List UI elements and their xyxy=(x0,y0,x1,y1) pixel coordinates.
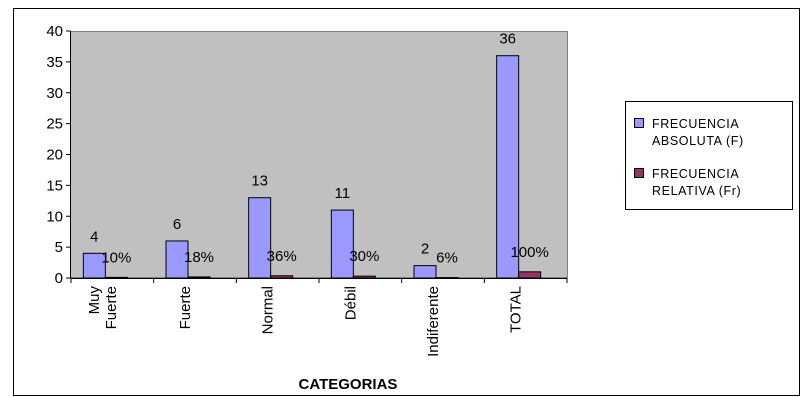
data-label-absoluta: 4 xyxy=(90,228,98,245)
y-tick-label: 35 xyxy=(46,54,63,71)
category-label-line: Débil xyxy=(342,286,359,320)
category-label-line: Indiferente xyxy=(425,286,442,357)
data-labels: 410% 618% 13 36% 11 30% 2 6% 36 100% xyxy=(90,31,549,267)
y-tick-label: 40 xyxy=(46,23,63,40)
legend-swatch xyxy=(634,168,644,178)
bar-frecuencia-relativa xyxy=(518,271,542,279)
data-label-absoluta: 11 xyxy=(335,185,351,202)
category-label: TOTAL xyxy=(508,286,525,333)
category-label: Muy Fuerte xyxy=(86,286,120,330)
data-label-absoluta: 2 xyxy=(421,241,429,258)
bar-frecuencia-relativa xyxy=(352,275,376,279)
legend: FRECUENCIA ABSOLUTA (F) FRECUENCIA RELATIVA… xyxy=(625,101,793,210)
category-label-line: Fuerte xyxy=(177,286,194,329)
y-tick-label: 10 xyxy=(46,208,63,225)
category-label-line: TOTAL xyxy=(508,286,525,333)
y-tick-label: 0 xyxy=(55,270,63,287)
category-label: Fuerte xyxy=(177,286,194,329)
data-label-absoluta: 36 xyxy=(499,31,516,48)
legend-label: FRECUENCIA xyxy=(652,117,739,131)
data-label-relativa: 100% xyxy=(510,244,548,261)
plot-area xyxy=(70,31,568,278)
category-label: Normal xyxy=(260,286,277,334)
category-label: Débil xyxy=(342,286,359,320)
legend-swatch xyxy=(634,118,644,128)
y-tick-label: 30 xyxy=(46,85,63,102)
y-tick-label: 5 xyxy=(55,239,63,256)
data-label-relativa: 6% xyxy=(436,250,458,267)
legend-label: RELATIVA (Fr) xyxy=(652,184,741,198)
x-axis: Muy Fuerte Fuerte Normal Débil Indiferente TOT… xyxy=(70,278,568,357)
bar-frecuencia-relativa xyxy=(270,275,294,279)
legend-label: ABSOLUTA (F) xyxy=(652,134,744,148)
category-label: Indiferente xyxy=(425,286,442,357)
bar-frecuencia-relativa xyxy=(104,276,128,279)
y-tick-label: 15 xyxy=(46,177,63,194)
legend-label: FRECUENCIA xyxy=(652,167,739,181)
x-axis-title: CATEGORIAS xyxy=(299,376,398,393)
data-label-relativa: 30% xyxy=(349,248,379,265)
legend-box xyxy=(625,101,793,210)
category-label-line: Fuerte xyxy=(103,286,120,329)
y-tick-label: 20 xyxy=(46,147,63,164)
category-label-line: Normal xyxy=(260,286,277,334)
y-tick-label: 25 xyxy=(46,116,63,133)
y-axis: 0 5 10 15 20 25 30 35 40 xyxy=(46,23,71,287)
category-label-line: Muy xyxy=(86,286,103,315)
bar-frecuencia-absoluta xyxy=(248,197,272,279)
bar-frecuencia-absoluta xyxy=(330,209,354,279)
data-label-relativa: 36% xyxy=(267,248,297,265)
bar-frecuencia-relativa xyxy=(187,276,211,279)
data-label-absoluta: 6 xyxy=(173,216,181,233)
bar-frecuencia-absoluta xyxy=(413,265,437,279)
data-label-relativa: 18% xyxy=(184,249,214,266)
data-label-relativa: 10% xyxy=(101,249,131,266)
data-label-absoluta: 13 xyxy=(251,173,268,190)
